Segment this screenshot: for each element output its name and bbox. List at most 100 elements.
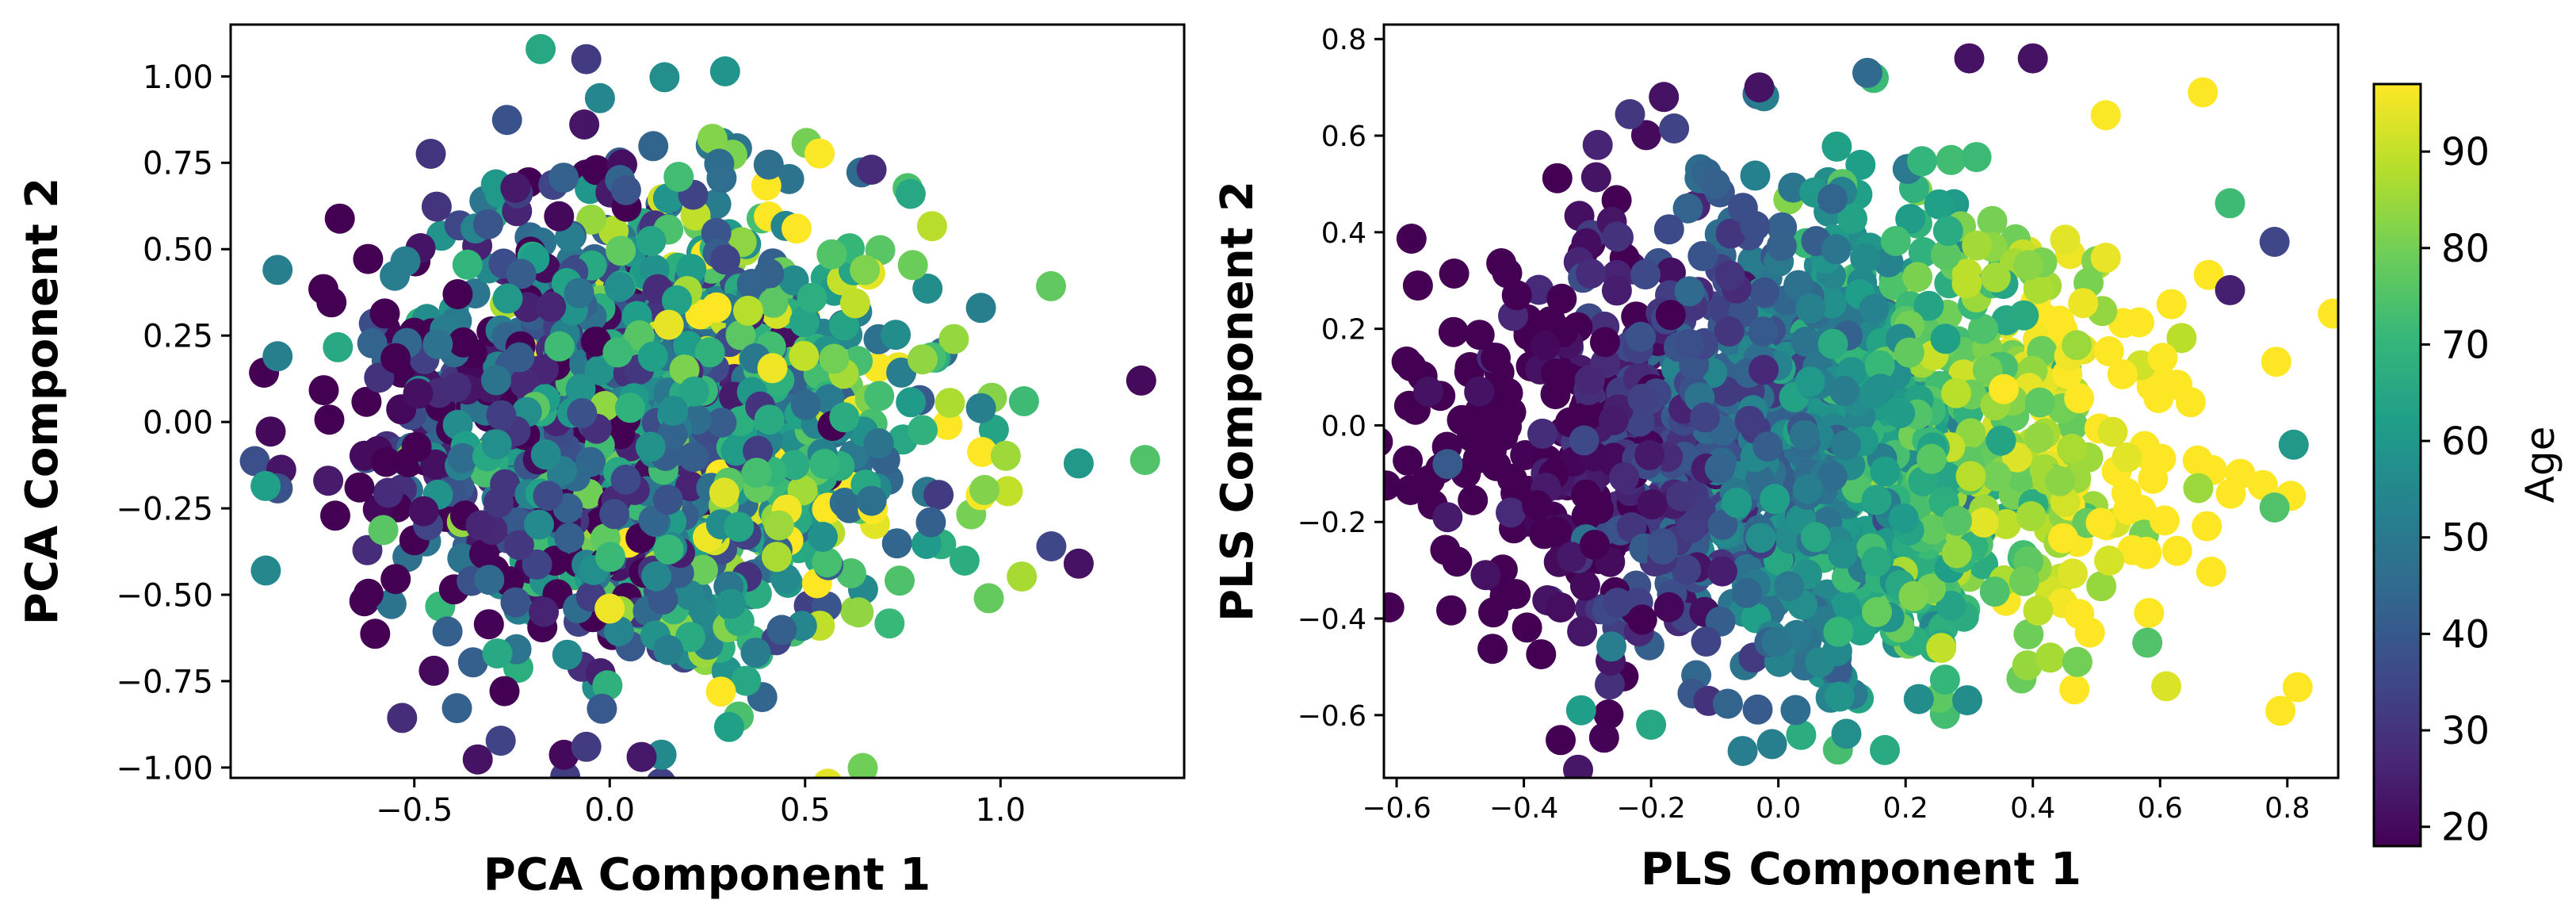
- pls-data-point: [1656, 257, 1686, 288]
- pca-data-point: [850, 255, 881, 285]
- pca-data-point: [344, 472, 375, 503]
- pca-data-point: [813, 768, 842, 778]
- pls-data-point: [1649, 82, 1680, 113]
- pca-data-point: [881, 320, 912, 350]
- pls-y-tick-label: −0.6: [1298, 700, 1366, 733]
- pca-data-point: [376, 588, 407, 619]
- pls-data-point: [1756, 729, 1787, 760]
- pca-data-point: [782, 213, 812, 244]
- colorbar-tick-label: 90: [2441, 130, 2490, 174]
- pls-data-point: [1393, 445, 1424, 476]
- pls-data-point: [2086, 571, 2117, 602]
- pls-data-point: [1478, 597, 1508, 628]
- pls-data-point: [1691, 626, 1722, 657]
- pls-data-point: [1752, 431, 1783, 462]
- pca-data-point: [626, 741, 657, 772]
- pls-data-point: [2259, 227, 2290, 257]
- pca-data-point: [637, 341, 668, 372]
- pca-data-point: [740, 638, 771, 668]
- pls-y-tick-label: 0.8: [1321, 24, 1366, 56]
- pls-data-point: [2013, 619, 2044, 649]
- pls-data-point: [2107, 359, 2138, 389]
- pls-data-point: [2123, 307, 2154, 338]
- pca-data-point: [874, 608, 905, 639]
- pca-data-point: [653, 534, 684, 565]
- pls-data-point: [2012, 650, 2043, 681]
- pls-data-point: [1593, 699, 1624, 730]
- pls-data-point: [1715, 218, 1746, 249]
- pls-data-point: [1707, 556, 1737, 587]
- pca-x-axis: −0.5 0.0 0.5 1.0: [376, 778, 1026, 829]
- pca-data-point: [351, 386, 382, 417]
- pca-data-point: [500, 587, 531, 618]
- pls-data-point: [1526, 639, 1557, 670]
- pls-data-point: [1384, 427, 1393, 456]
- pls-data-point: [1432, 502, 1463, 533]
- pca-data-point: [828, 310, 859, 341]
- pca-data-point: [856, 485, 887, 516]
- pls-y-tick-label: 0.6: [1321, 121, 1366, 153]
- pca-data-point: [408, 496, 439, 527]
- pls-data-point: [1439, 259, 1470, 289]
- pca-data-point: [441, 693, 472, 724]
- pls-data-point: [1707, 509, 1738, 540]
- pca-data-point: [648, 584, 678, 615]
- pls-data-point: [1786, 719, 1817, 750]
- pca-data-point: [847, 753, 878, 778]
- pca-data-point: [571, 44, 602, 75]
- pls-data-point: [1609, 462, 1640, 493]
- pca-y-tick-label: −0.75: [116, 664, 213, 700]
- pls-data-point: [1714, 260, 1745, 291]
- pca-data-point: [492, 283, 523, 314]
- pls-data-point: [2062, 646, 2093, 677]
- pls-data-point: [2062, 330, 2093, 361]
- pls-data-point: [1789, 419, 1820, 450]
- pca-data-point: [595, 542, 625, 573]
- pca-data-point: [649, 62, 680, 93]
- pls-data-point: [2261, 347, 2291, 377]
- pca-data-point: [725, 320, 756, 350]
- pls-data-point: [1760, 484, 1791, 515]
- pls-data-point: [2058, 558, 2088, 589]
- pls-data-point: [1627, 383, 1658, 414]
- pca-data-point: [604, 272, 635, 302]
- pca-data-point: [675, 622, 705, 653]
- pls-x-tick-label: 0.6: [2138, 792, 2183, 825]
- pls-data-point: [1954, 43, 1985, 74]
- pls-data-point: [1977, 205, 2008, 236]
- pca-data-point: [938, 324, 969, 354]
- pca-data-point: [544, 331, 575, 362]
- pls-data-point: [2188, 77, 2219, 108]
- pca-data-point: [353, 243, 384, 274]
- pls-y-tick-label: 0.0: [1321, 410, 1366, 442]
- pls-data-point: [1464, 320, 1495, 350]
- pls-data-point: [1542, 163, 1573, 193]
- pls-data-point: [2059, 674, 2090, 705]
- pls-data-point: [2050, 224, 2081, 255]
- pls-data-point: [1402, 270, 1433, 301]
- pca-data-point: [465, 510, 496, 541]
- pls-x-tick-label: 0.2: [1883, 792, 1928, 825]
- pca-y-axis: −1.00 −0.75 −0.50 −0.25 0.00 0.25 0.50 0.75 1.00: [116, 59, 231, 787]
- pca-data-point: [483, 487, 514, 518]
- pca-data-point: [250, 555, 281, 586]
- pls-data-point: [1774, 571, 1804, 602]
- pls-data-point: [1862, 596, 1892, 627]
- pls-data-point: [1894, 337, 1924, 368]
- pca-data-point: [864, 381, 895, 412]
- pls-data-point: [2090, 243, 2121, 274]
- pls-data-point: [1929, 664, 1960, 695]
- pca-y-tick-label: 0.25: [143, 319, 213, 355]
- pls-data-point: [1903, 684, 1934, 714]
- pls-data-point: [1704, 453, 1735, 484]
- pca-data-point: [705, 676, 736, 707]
- pca-data-point: [710, 244, 740, 275]
- pls-data-point: [1596, 631, 1626, 662]
- pca-data-point: [554, 523, 585, 553]
- pls-y-tick-label: −0.2: [1298, 507, 1366, 539]
- pls-data-point: [1496, 497, 1526, 528]
- pls-data-point: [1727, 736, 1758, 767]
- pls-data-point: [1636, 710, 1667, 740]
- pls-data-point: [1936, 590, 1966, 621]
- pls-data-point: [1821, 131, 1852, 162]
